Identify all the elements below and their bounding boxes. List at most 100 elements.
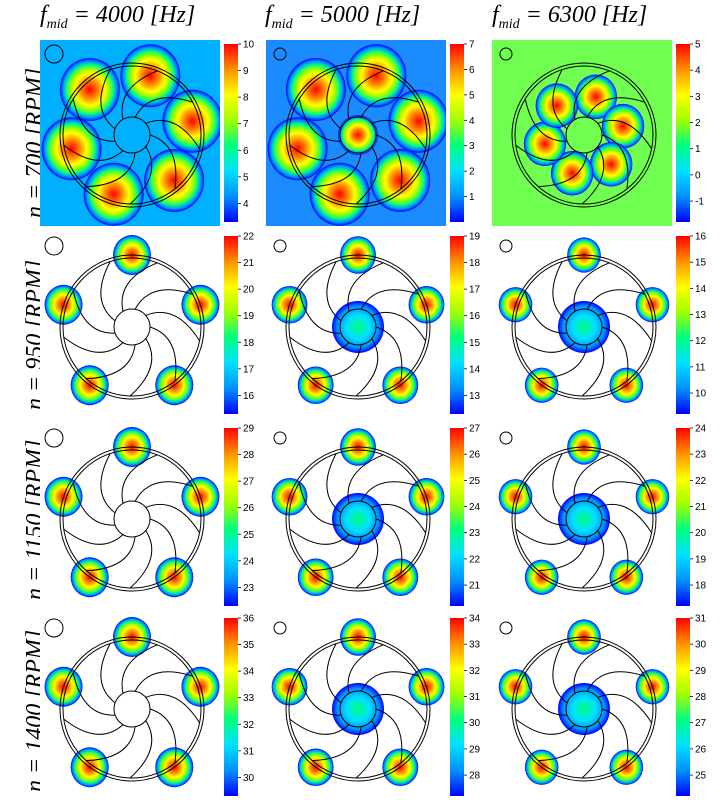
source-map-panel: 4 5 6 7 8 9 10 <box>40 40 266 226</box>
fan-blade <box>326 261 342 322</box>
fan-blade <box>100 261 116 322</box>
fan-blade <box>371 693 427 724</box>
colorbar-tick-label: 23 <box>243 583 255 594</box>
hotspot <box>285 58 346 122</box>
colorbar-tick-label: 4 <box>695 66 701 77</box>
colorbar-tick-label: 19 <box>469 232 481 243</box>
colorbar-tick-label: 4 <box>469 116 475 127</box>
fan-rim-inner <box>288 257 428 397</box>
source-map-svg: 28 29 30 31 32 33 34 <box>266 614 481 800</box>
fan-blade <box>134 671 193 692</box>
fan-blade <box>63 336 124 353</box>
colorbar-tick-label: 31 <box>695 614 707 625</box>
fan-blade <box>72 672 116 716</box>
colorbar-tick-label: -1 <box>695 197 704 208</box>
fan-blade <box>145 119 201 150</box>
colorbar-tick-label: 22 <box>469 554 481 565</box>
fan-blade <box>515 336 576 353</box>
colorbar-tick-label: 6 <box>469 65 475 76</box>
colorbar-tick-label: 17 <box>469 285 481 296</box>
fan-blade <box>355 146 379 205</box>
colorbar <box>224 618 238 796</box>
colorbar-tick-label: 27 <box>469 424 481 435</box>
fan-rim-inner <box>288 65 428 205</box>
fan-blade <box>601 518 629 574</box>
fan-blade <box>601 326 629 382</box>
colorbar-tick-label: 27 <box>243 477 255 488</box>
reference-circle <box>499 47 513 61</box>
map-area <box>492 40 672 226</box>
fan-blade <box>289 718 350 735</box>
fan-blade <box>371 119 427 150</box>
source-map-panel: 25 26 27 28 29 30 31 <box>492 614 718 800</box>
fan-blade <box>524 98 568 142</box>
fan-blade <box>573 644 610 694</box>
colorbar-tick-label: 5 <box>695 40 701 51</box>
fan-blade <box>129 530 153 589</box>
fan-blade <box>573 70 610 120</box>
fan-blade <box>360 481 419 502</box>
colorbar-tick-label: 1 <box>469 192 475 203</box>
colorbar-tick-label: 6 <box>243 146 249 157</box>
hotspot <box>59 58 120 122</box>
colorbar-tick-label: 24 <box>243 556 255 567</box>
colorbar-tick-label: 21 <box>469 581 481 592</box>
source-map-svg: 13 14 15 16 17 18 19 <box>266 232 481 418</box>
fan-blade <box>586 671 645 692</box>
map-area <box>266 614 446 800</box>
fan-blade <box>573 262 610 312</box>
fan-blade <box>134 97 193 118</box>
colorbar-tick-label: 35 <box>243 640 255 651</box>
fan-blade <box>581 720 605 779</box>
fan-rim-inner <box>514 65 654 205</box>
fan-blade <box>100 643 116 704</box>
colorbar <box>450 618 464 796</box>
colorbar-tick-label: 24 <box>469 502 481 513</box>
colorbar <box>224 428 238 606</box>
colorbar-tick-label: 31 <box>243 746 255 757</box>
fan-blade <box>347 454 384 504</box>
fan-blade <box>524 672 568 716</box>
fan-blade <box>597 693 653 724</box>
reference-circle <box>44 428 64 448</box>
map-area <box>492 614 672 800</box>
fan-blade <box>371 311 427 342</box>
source-map-svg: 4 5 6 7 8 9 10 <box>40 40 255 226</box>
fan-blade <box>129 720 153 779</box>
col-title-symbol: f <box>40 2 47 28</box>
fan-blade <box>515 144 576 161</box>
fan-blade <box>355 338 379 397</box>
fan-blade <box>100 453 116 514</box>
fan-blade <box>326 643 342 704</box>
colorbar-tick-label: 30 <box>469 718 481 729</box>
map-area <box>266 232 446 418</box>
colorbar-tick-label: 29 <box>243 424 255 435</box>
fan-blade <box>289 336 350 353</box>
fan-rim-inner <box>62 257 202 397</box>
source-map-svg: 10 11 12 13 14 15 16 <box>492 232 707 418</box>
fan-blade <box>72 98 116 142</box>
reference-circle <box>44 44 64 64</box>
fan-blade <box>601 134 629 190</box>
colorbar-tick-label: 11 <box>695 362 706 373</box>
fan-blade <box>601 708 629 764</box>
source-map-panel: 21 22 23 24 25 26 27 <box>266 424 492 610</box>
colorbar <box>676 44 690 222</box>
fan-blade <box>347 262 384 312</box>
fan-blade <box>129 146 153 205</box>
reference-circle <box>499 239 513 253</box>
colorbar-tick-label: 32 <box>469 666 481 677</box>
colorbar-tick-label: 30 <box>243 773 255 784</box>
col-title-text: = 6300 [Hz] <box>519 2 648 28</box>
col-title-sub: mid <box>498 16 520 32</box>
fan-blade <box>597 119 653 150</box>
fan-rim-outer <box>59 446 205 592</box>
source-map-svg: 18 19 20 21 22 23 24 <box>492 424 707 610</box>
fan-rim-inner <box>288 449 428 589</box>
fan-blade <box>312 152 362 188</box>
source-map-panel: 18 19 20 21 22 23 24 <box>492 424 718 610</box>
fan-rim-outer <box>59 254 205 400</box>
fan-blade <box>312 344 362 380</box>
source-map-panel: 30 31 32 33 34 35 36 <box>40 614 266 800</box>
colorbar-tick-label: 33 <box>469 640 481 651</box>
